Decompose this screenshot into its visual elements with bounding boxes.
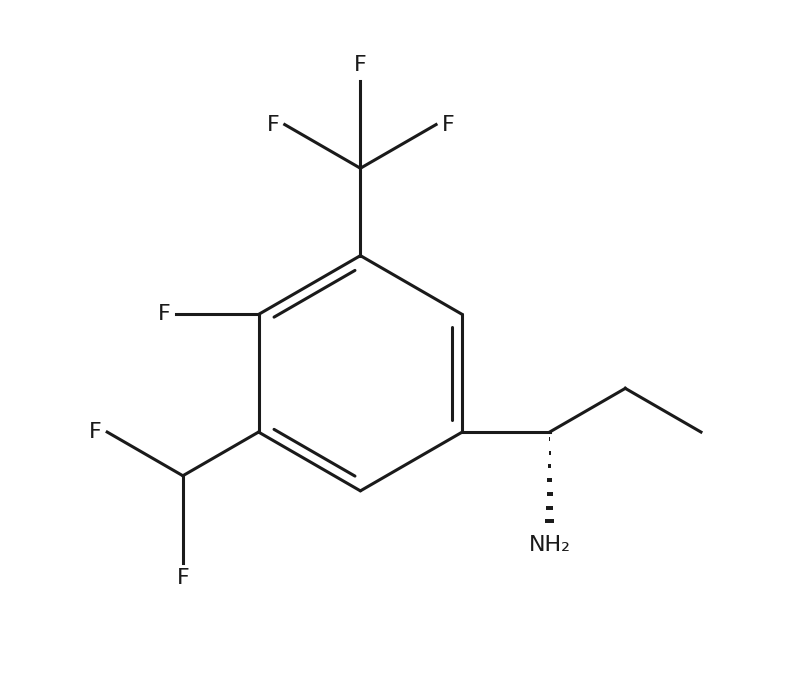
Text: F: F <box>354 56 366 75</box>
Text: F: F <box>177 569 189 589</box>
Text: NH₂: NH₂ <box>529 535 571 555</box>
Text: F: F <box>89 422 102 442</box>
Text: F: F <box>158 305 170 324</box>
Text: F: F <box>266 115 280 134</box>
Text: F: F <box>441 115 454 134</box>
